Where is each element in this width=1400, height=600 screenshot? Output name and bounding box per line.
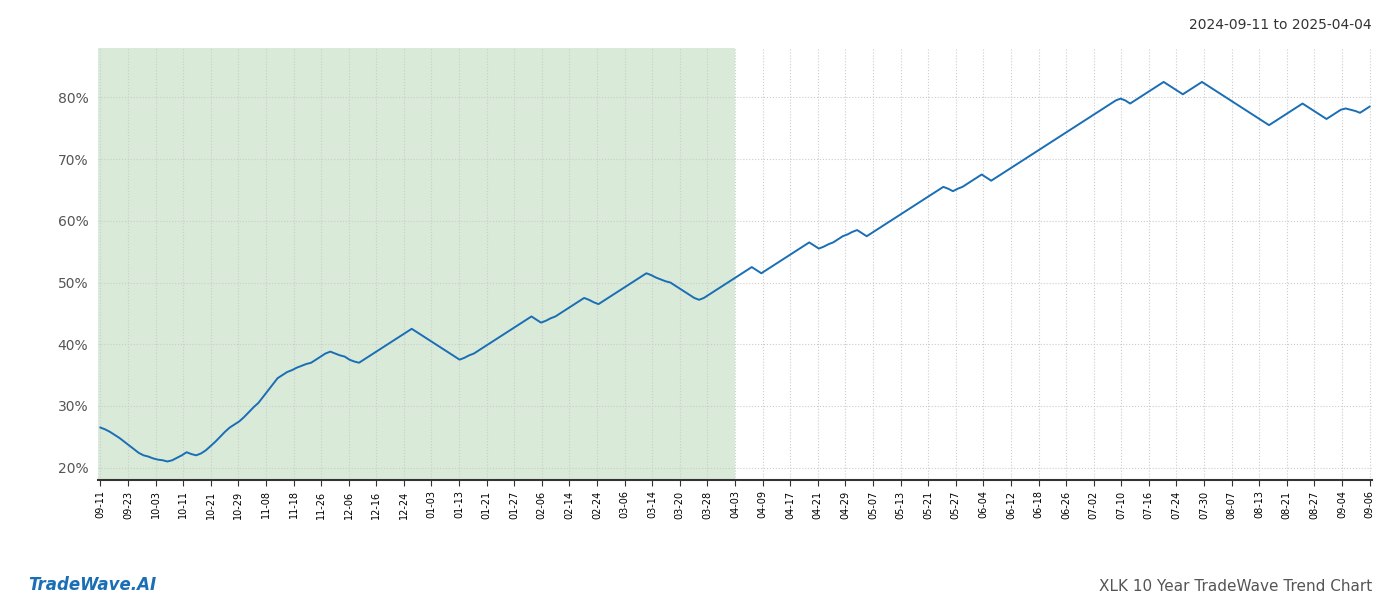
Text: XLK 10 Year TradeWave Trend Chart: XLK 10 Year TradeWave Trend Chart (1099, 579, 1372, 594)
Text: TradeWave.AI: TradeWave.AI (28, 576, 157, 594)
Bar (98, 48, 735, 480)
Text: 2024-09-11 to 2025-04-04: 2024-09-11 to 2025-04-04 (1190, 18, 1372, 32)
